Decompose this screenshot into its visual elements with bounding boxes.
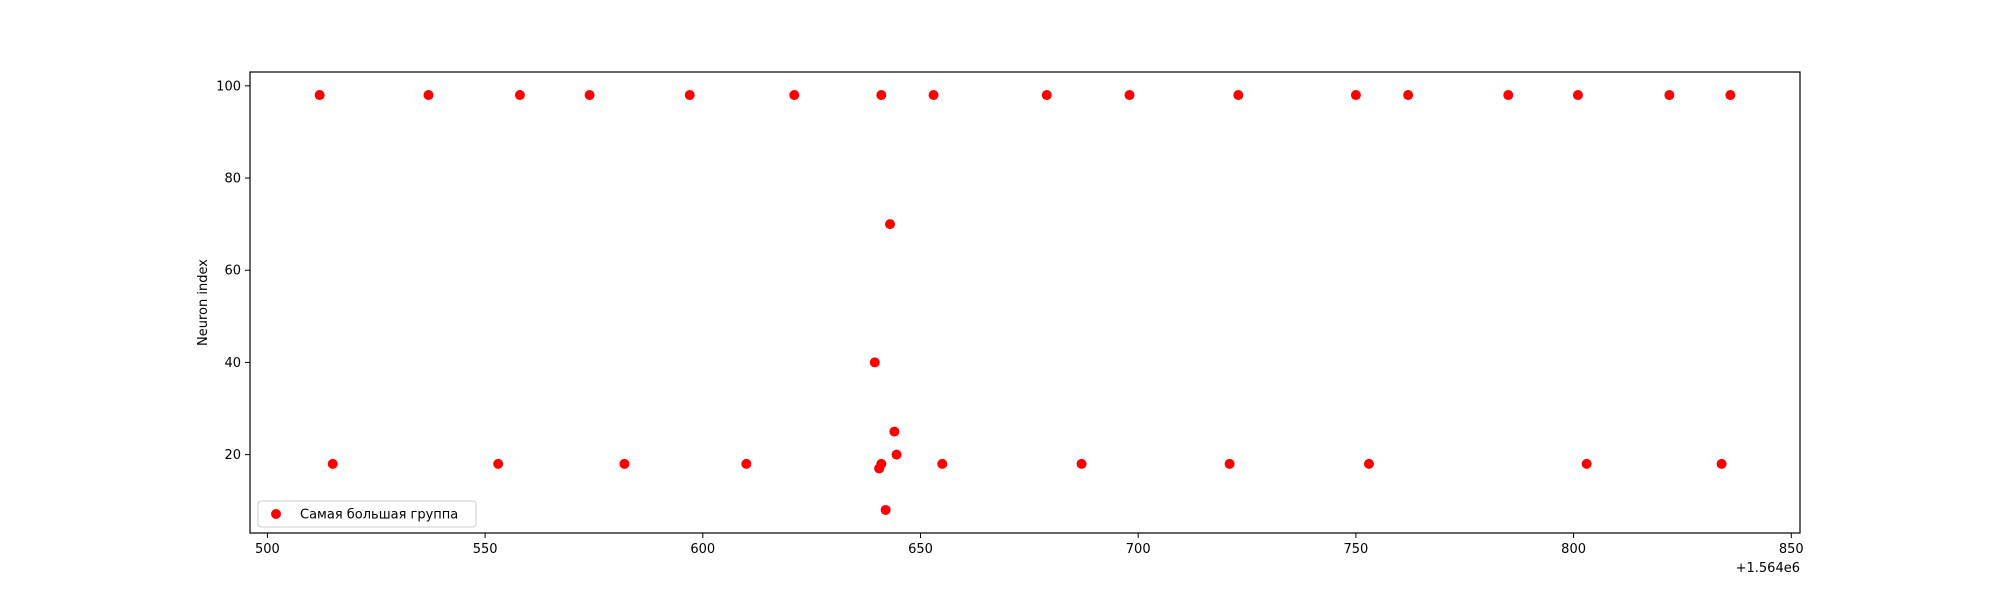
scatter-point [493, 458, 504, 469]
plot-frame [249, 71, 1801, 534]
scatter-point [619, 458, 630, 469]
y-tick-label: 20 [224, 448, 241, 463]
legend: Самая большая группа [257, 500, 477, 528]
scatter-point [789, 90, 800, 101]
scatter-point [1572, 90, 1583, 101]
scatter-point [327, 458, 338, 469]
scatter-point [1233, 90, 1244, 101]
scatter-point [514, 90, 525, 101]
y-axis-label: Neuron index [196, 259, 211, 346]
scatter-point [423, 90, 434, 101]
scatter-point [880, 504, 891, 515]
x-tick-label: 700 [1126, 542, 1151, 557]
y-axis: 20 40 60 80 100 [216, 79, 250, 463]
x-tick-label: 750 [1343, 542, 1368, 557]
scatter-point [314, 90, 325, 101]
y-tick-label: 80 [224, 172, 241, 187]
scatter-point [1363, 458, 1374, 469]
legend-marker [271, 509, 281, 519]
scatter-point [741, 458, 752, 469]
scatter-point [885, 219, 896, 230]
scatter-point [928, 90, 939, 101]
scatter-point [684, 90, 695, 101]
scatter-point [1503, 90, 1514, 101]
y-tick-label: 40 [224, 356, 241, 371]
x-tick-label: 650 [908, 542, 933, 557]
scatter-point [1725, 90, 1736, 101]
scatter-point [1076, 458, 1087, 469]
x-tick-label: 600 [690, 542, 715, 557]
scatter-point [1664, 90, 1675, 101]
scatter-point [937, 458, 948, 469]
x-axis: 500 550 600 650 700 750 800 850 [255, 533, 1804, 557]
plot-area [250, 72, 1800, 533]
x-offset-label: +1.564e6 [1736, 561, 1800, 576]
y-tick-label: 60 [224, 264, 241, 279]
x-tick-label: 850 [1779, 542, 1804, 557]
scatter-point [1041, 90, 1052, 101]
y-tick-label: 100 [216, 79, 241, 94]
scatter-point [1716, 458, 1727, 469]
scatter-point [891, 449, 902, 460]
x-tick-label: 550 [473, 542, 498, 557]
scatter-point [869, 357, 880, 368]
data-points [314, 90, 1736, 515]
legend-box [257, 500, 477, 528]
x-tick-label: 500 [255, 542, 280, 557]
scatter-point [1124, 90, 1135, 101]
scatter-point [584, 90, 595, 101]
x-tick-label: 800 [1561, 542, 1586, 557]
scatter-point [874, 463, 885, 474]
scatter-point [876, 90, 887, 101]
scatter-point [1403, 90, 1414, 101]
scatter-point [1224, 458, 1235, 469]
scatter-point [1350, 90, 1361, 101]
scatter-point [1581, 458, 1592, 469]
legend-label: Самая большая группа [300, 508, 458, 523]
scatter-point [889, 426, 900, 437]
